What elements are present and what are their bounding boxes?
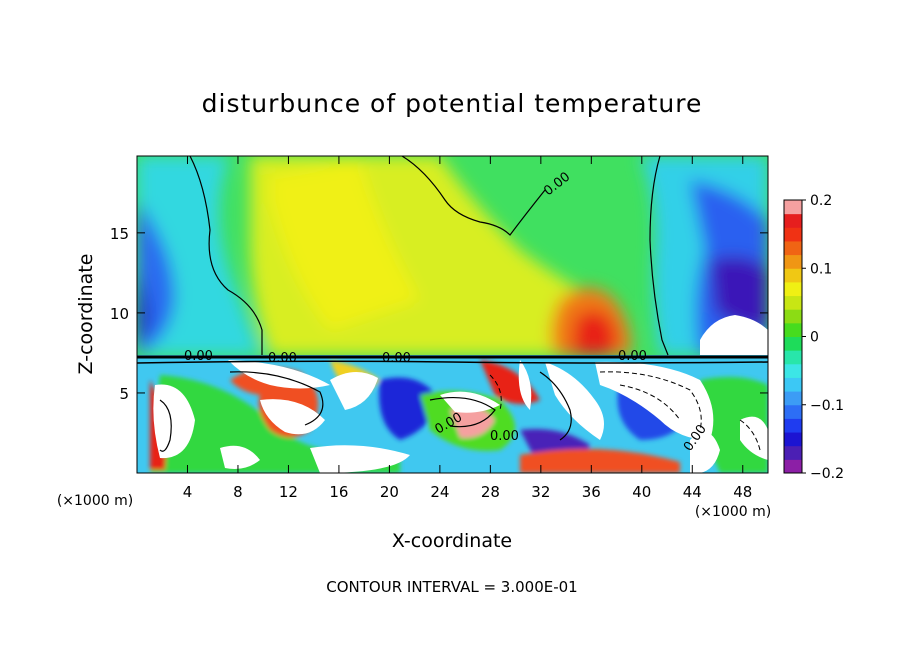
colorbar-swatch: [784, 459, 802, 474]
colorbar: [783, 199, 803, 474]
contour-lines-dashed: [489, 371, 761, 451]
x-unit-right: (×1000 m): [695, 504, 771, 520]
field-blob-yellow-core: [270, 160, 420, 330]
contour-label: 0.00: [184, 349, 213, 364]
white-region-9: [545, 362, 604, 440]
contour-lower-3: [429, 396, 496, 428]
contour-zero-left: [189, 156, 263, 355]
colorbar-tick-label: 0: [810, 330, 819, 346]
white-region-3: [260, 399, 325, 435]
y-axis-label: Z-coordinate: [75, 254, 97, 375]
x-tick-label: 48: [733, 483, 752, 501]
y-axis-ticks: 5 10 15: [110, 225, 768, 403]
contour-label: 0.00: [268, 351, 297, 366]
colorbar-swatch: [784, 227, 802, 242]
white-region-5: [220, 445, 260, 469]
colorbar-swatch: [784, 322, 802, 337]
contour-dash-1: [599, 371, 702, 431]
lower-blob-pink: [450, 406, 495, 439]
x-tick-label: 32: [531, 483, 550, 501]
colorbar-swatch: [784, 418, 802, 433]
colorbar-swatch: [784, 295, 802, 310]
y-tick-label: 5: [119, 385, 129, 403]
colorbar-tick-label: 0.2: [810, 193, 832, 209]
white-region-6: [310, 445, 410, 473]
x-tick-label: 44: [683, 483, 702, 501]
white-region-4: [330, 371, 378, 410]
colorbar-ticks: −0.2 −0.1 0 0.1 0.2: [802, 193, 844, 482]
colorbar-tick-label: −0.1: [810, 398, 844, 414]
contour-label: 0.00: [490, 429, 519, 444]
plot-area: [137, 156, 768, 473]
y-tick-label: 15: [110, 225, 129, 243]
colorbar-swatch: [784, 200, 802, 215]
white-region-7: [440, 391, 500, 413]
colorbar-tick-label: 0.1: [810, 261, 832, 277]
x-tick-label: 36: [582, 483, 601, 501]
contour-dash-3: [739, 419, 761, 451]
colorbar-swatch: [784, 432, 802, 447]
colorbar-swatch: [784, 240, 802, 256]
white-region-10: [595, 361, 714, 440]
plot-frame: [136, 155, 769, 474]
colorbar-tick-label: −0.2: [810, 466, 844, 482]
lower-blob-red-bottom: [520, 448, 680, 473]
contour-label: 0.00: [382, 351, 411, 366]
contour-interval-note: CONTOUR INTERVAL = 3.000E-01: [326, 578, 577, 596]
white-region-11: [690, 432, 720, 473]
contour-lower-4: [539, 371, 572, 441]
x-axis-label: X-coordinate: [392, 530, 512, 552]
colorbar-swatch: [784, 445, 802, 460]
chart-title: disturbunce of potential temperature: [202, 89, 703, 118]
x-axis-ticks: 4 8 12 16 20 24 28 32 36 40 44 48: [183, 156, 752, 501]
white-region-12: [740, 416, 768, 460]
colorbar-swatch: [784, 309, 802, 324]
colorbar-swatch: [784, 350, 802, 365]
contour-lines: [137, 156, 768, 452]
lower-blob-blue: [379, 377, 440, 440]
x-tick-label: 24: [430, 483, 449, 501]
colorbar-swatch: [784, 391, 802, 406]
contour-dash-4: [489, 374, 502, 411]
colorbar-swatch: [784, 281, 802, 297]
lower-white-regions: [153, 360, 768, 473]
colorbar-swatch: [784, 363, 802, 378]
x-tick-label: 8: [233, 483, 243, 501]
field-blob-red: [572, 310, 616, 355]
colorbar-swatch: [784, 268, 802, 283]
colorbar-swatch: [784, 377, 802, 392]
field-blob-left-deep: [137, 270, 150, 345]
contour-interface-2: [137, 360, 768, 364]
white-region-2: [228, 360, 330, 389]
colorbar-swatch: [784, 213, 802, 228]
contour-dash-2: [619, 384, 681, 421]
contour-lower-2: [229, 371, 324, 426]
white-region-8: [518, 360, 532, 410]
x-tick-label: 16: [329, 483, 348, 501]
x-tick-label: 20: [380, 483, 399, 501]
x-tick-label: 12: [279, 483, 298, 501]
upper-field: [137, 156, 768, 355]
contour-zero-top: [401, 156, 546, 236]
colorbar-swatch: [784, 404, 802, 419]
field-blob-right-deep: [710, 256, 768, 330]
x-unit-left: (×1000 m): [57, 493, 133, 509]
y-tick-label: 10: [110, 305, 129, 323]
colorbar-swatch: [784, 254, 802, 269]
contour-zero-right: [649, 156, 669, 356]
lower-blob-green: [150, 375, 400, 473]
field-white-plume: [700, 315, 768, 355]
x-tick-label: 28: [481, 483, 500, 501]
contour-label: 0.00: [618, 349, 647, 364]
contour-lower-1: [159, 399, 172, 452]
x-tick-label: 4: [183, 483, 193, 501]
x-tick-label: 40: [632, 483, 651, 501]
colorbar-swatch: [784, 336, 802, 351]
